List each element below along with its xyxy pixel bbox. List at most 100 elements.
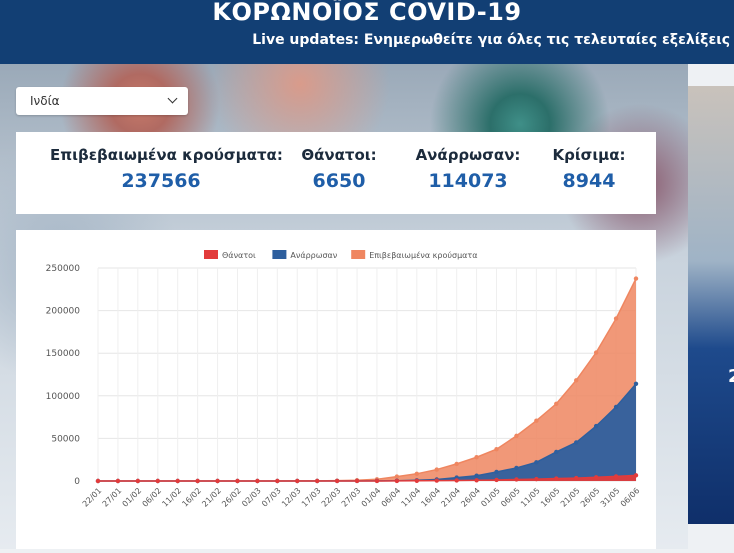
data-point <box>394 478 400 484</box>
data-point <box>613 316 619 321</box>
data-point <box>593 475 599 480</box>
x-tick-label: 26/04 <box>459 486 482 509</box>
x-tick-label: 21/04 <box>439 486 462 509</box>
legend-swatch <box>204 250 218 259</box>
data-point <box>514 465 519 471</box>
area-1 <box>98 383 636 481</box>
data-point <box>494 477 499 483</box>
stats-panel: Επιβεβαιωμένα κρούσματα: 237566 Θάνατοι:… <box>16 132 656 214</box>
stat-recovered: Ανάρρωσαν: 114073 <box>412 146 524 192</box>
data-point <box>534 476 539 482</box>
data-point <box>374 478 380 484</box>
legend-swatch <box>351 250 366 259</box>
data-point <box>414 471 420 477</box>
data-point <box>474 478 479 483</box>
stat-confirmed-label: Επιβεβαιωμένα κρούσματα: <box>50 146 283 164</box>
x-tick-label: 11/02 <box>160 486 183 509</box>
page-header: ΚΟΡΩΝΟΪΟΣ COVID-19 Live updates: Ενημερω… <box>0 0 734 64</box>
data-point <box>235 478 240 484</box>
data-point <box>275 478 280 484</box>
data-point <box>215 478 220 484</box>
x-tick-label: 22/01 <box>81 486 104 509</box>
data-point <box>593 423 599 429</box>
y-tick-label: 250000 <box>46 264 81 274</box>
x-tick-label: 27/01 <box>101 486 124 509</box>
legend-swatch <box>272 250 287 259</box>
data-point <box>295 478 300 484</box>
x-tick-label: 26/05 <box>579 486 602 509</box>
stat-critical-value: 8944 <box>562 170 616 192</box>
data-point <box>454 461 459 467</box>
page-title: ΚΟΡΩΝΟΪΟΣ COVID-19 <box>212 0 522 26</box>
x-tick-label: 12/03 <box>280 486 303 509</box>
stat-critical-label: Κρίσιμα: <box>552 146 626 164</box>
area-0 <box>98 475 636 481</box>
x-tick-label: 16/02 <box>180 486 203 509</box>
stat-recovered-value: 114073 <box>428 170 508 192</box>
data-point <box>195 478 200 484</box>
side-banner[interactable]: 2 <box>688 86 734 524</box>
data-point <box>613 474 619 479</box>
x-tick-label: 06/06 <box>619 486 642 509</box>
x-tick-label: 27/03 <box>340 486 363 509</box>
data-point <box>633 381 639 387</box>
data-point <box>334 478 340 484</box>
y-tick-label: 150000 <box>46 349 81 359</box>
legend-label: Ανάρρωσαν <box>290 251 337 260</box>
side-banner-text: 2 <box>728 366 734 387</box>
y-tick-label: 200000 <box>46 307 81 317</box>
data-point <box>593 350 599 355</box>
data-point <box>633 276 639 281</box>
x-tick-label: 26/02 <box>220 486 243 509</box>
x-tick-label: 16/05 <box>539 486 562 509</box>
legend-label: Θάνατοι <box>222 251 256 260</box>
series-line-0 <box>98 474 637 482</box>
x-tick-label: 01/05 <box>479 486 502 509</box>
stat-deaths: Θάνατοι: 6650 <box>296 146 382 192</box>
data-point <box>633 473 639 478</box>
x-tick-label: 07/03 <box>260 486 283 509</box>
stat-critical: Κρίσιμα: 8944 <box>548 146 630 192</box>
stat-recovered-label: Ανάρρωσαν: <box>415 146 521 164</box>
country-select-value: Ινδία <box>30 94 60 108</box>
country-select[interactable]: Ινδία <box>16 87 188 115</box>
data-point <box>255 478 260 484</box>
y-tick-label: 0 <box>74 477 80 487</box>
data-point <box>574 475 579 481</box>
stat-deaths-label: Θάνατοι: <box>301 146 377 164</box>
x-tick-label: 06/04 <box>380 486 403 509</box>
data-point <box>394 474 400 479</box>
data-point <box>494 446 499 452</box>
data-point <box>95 478 101 484</box>
data-point <box>354 478 360 484</box>
data-point <box>613 404 619 410</box>
x-tick-label: 06/05 <box>499 486 522 509</box>
x-tick-label: 22/03 <box>320 486 343 509</box>
data-point <box>314 478 320 484</box>
data-point <box>534 460 539 465</box>
x-tick-label: 11/04 <box>400 486 423 509</box>
data-point <box>175 478 180 484</box>
x-tick-label: 21/02 <box>200 486 223 509</box>
y-tick-label: 50000 <box>51 434 80 444</box>
stat-confirmed-value: 237566 <box>121 170 201 192</box>
x-tick-label: 06/02 <box>141 486 164 509</box>
data-point <box>554 476 559 481</box>
data-point <box>454 478 459 483</box>
chevron-down-icon <box>167 93 178 104</box>
data-point <box>115 478 121 484</box>
data-point <box>414 478 420 483</box>
data-point <box>155 478 160 484</box>
x-tick-label: 16/04 <box>419 486 442 509</box>
x-tick-label: 02/03 <box>240 486 263 509</box>
data-point <box>514 477 519 482</box>
data-point <box>514 433 519 439</box>
data-point <box>574 440 579 445</box>
x-tick-label: 11/05 <box>519 486 542 509</box>
data-point <box>554 449 559 455</box>
x-tick-label: 01/04 <box>360 486 383 509</box>
stat-confirmed: Επιβεβαιωμένα κρούσματα: 237566 <box>50 146 283 192</box>
data-point <box>434 467 439 472</box>
x-tick-label: 21/05 <box>559 486 582 509</box>
legend-label: Επιβεβαιωμένα κρούσματα <box>369 250 477 260</box>
